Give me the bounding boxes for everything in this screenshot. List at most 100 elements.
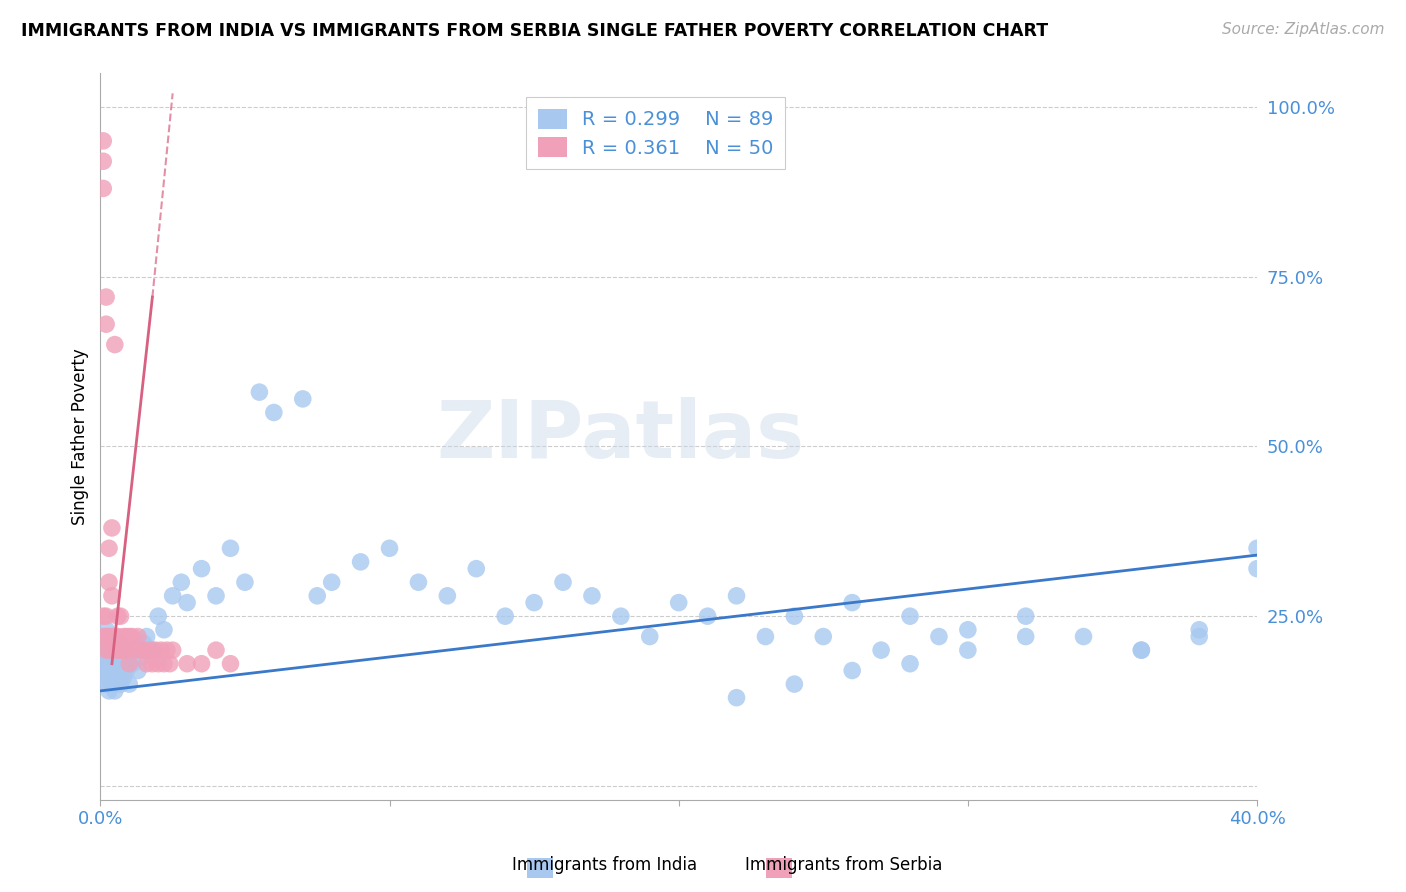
Point	[1246, 562, 1268, 576]
Point	[91, 154, 114, 169]
Point	[638, 630, 661, 644]
Point	[321, 575, 343, 590]
Point	[141, 643, 163, 657]
Point	[115, 664, 138, 678]
Point	[263, 405, 285, 419]
Point	[898, 657, 921, 671]
Point	[94, 649, 117, 664]
Point	[91, 670, 114, 684]
Point	[205, 643, 228, 657]
Point	[98, 643, 121, 657]
Point	[205, 589, 228, 603]
Point	[101, 521, 124, 535]
Point	[132, 636, 155, 650]
Point	[91, 630, 114, 644]
Text: Source: ZipAtlas.com: Source: ZipAtlas.com	[1222, 22, 1385, 37]
Point	[112, 670, 135, 684]
Point	[1015, 609, 1038, 624]
Point	[233, 575, 256, 590]
Point	[107, 649, 129, 664]
Point	[115, 643, 138, 657]
Point	[107, 609, 129, 624]
Point	[94, 630, 117, 644]
Point	[551, 575, 574, 590]
Point	[378, 541, 401, 556]
Point	[104, 657, 127, 671]
Point	[135, 657, 157, 671]
Point	[118, 677, 141, 691]
Point	[291, 392, 314, 406]
Point	[956, 623, 979, 637]
Point	[110, 609, 132, 624]
Point	[94, 623, 117, 637]
Point	[783, 677, 806, 691]
Point	[247, 385, 270, 400]
Text: IMMIGRANTS FROM INDIA VS IMMIGRANTS FROM SERBIA SINGLE FATHER POVERTY CORRELATIO: IMMIGRANTS FROM INDIA VS IMMIGRANTS FROM…	[21, 22, 1049, 40]
Point	[98, 670, 121, 684]
Point	[98, 630, 121, 644]
Point	[928, 630, 950, 644]
Point	[1188, 623, 1211, 637]
Point	[118, 657, 141, 671]
Point	[101, 664, 124, 678]
Point	[841, 596, 863, 610]
Point	[153, 657, 176, 671]
Point	[118, 649, 141, 664]
Point	[162, 589, 184, 603]
Point	[121, 630, 143, 644]
Point	[110, 643, 132, 657]
Point	[112, 630, 135, 644]
Point	[349, 555, 371, 569]
Point	[124, 643, 146, 657]
Point	[1015, 630, 1038, 644]
Point	[101, 589, 124, 603]
Point	[124, 643, 146, 657]
Point	[783, 609, 806, 624]
Point	[94, 677, 117, 691]
Point	[94, 317, 117, 331]
Point	[104, 684, 127, 698]
Point	[150, 643, 173, 657]
Point	[148, 657, 170, 671]
Point	[91, 609, 114, 624]
Point	[98, 575, 121, 590]
Point	[98, 657, 121, 671]
Point	[898, 609, 921, 624]
Point	[104, 643, 127, 657]
Point	[129, 649, 152, 664]
Point	[956, 643, 979, 657]
Point	[465, 562, 488, 576]
Point	[101, 649, 124, 664]
Point	[94, 664, 117, 678]
Point	[91, 657, 114, 671]
Point	[523, 596, 546, 610]
Point	[143, 643, 166, 657]
Point	[870, 643, 893, 657]
Point	[107, 630, 129, 644]
Point	[135, 630, 157, 644]
Point	[696, 609, 718, 624]
Point	[132, 643, 155, 657]
Point	[307, 589, 329, 603]
Point	[101, 630, 124, 644]
Point	[91, 134, 114, 148]
Point	[94, 290, 117, 304]
Point	[138, 643, 160, 657]
Text: Immigrants from Serbia: Immigrants from Serbia	[745, 855, 942, 873]
Text: ZIPatlas: ZIPatlas	[437, 397, 806, 475]
Point	[98, 541, 121, 556]
Point	[408, 575, 430, 590]
Point	[94, 636, 117, 650]
Point	[121, 657, 143, 671]
Point	[170, 575, 193, 590]
Point	[754, 630, 776, 644]
Point	[153, 623, 176, 637]
Point	[1130, 643, 1153, 657]
Text: Immigrants from India: Immigrants from India	[512, 855, 697, 873]
Point	[1130, 643, 1153, 657]
Point	[494, 609, 516, 624]
Point	[110, 677, 132, 691]
Point	[112, 643, 135, 657]
Point	[725, 690, 748, 705]
Point	[104, 643, 127, 657]
